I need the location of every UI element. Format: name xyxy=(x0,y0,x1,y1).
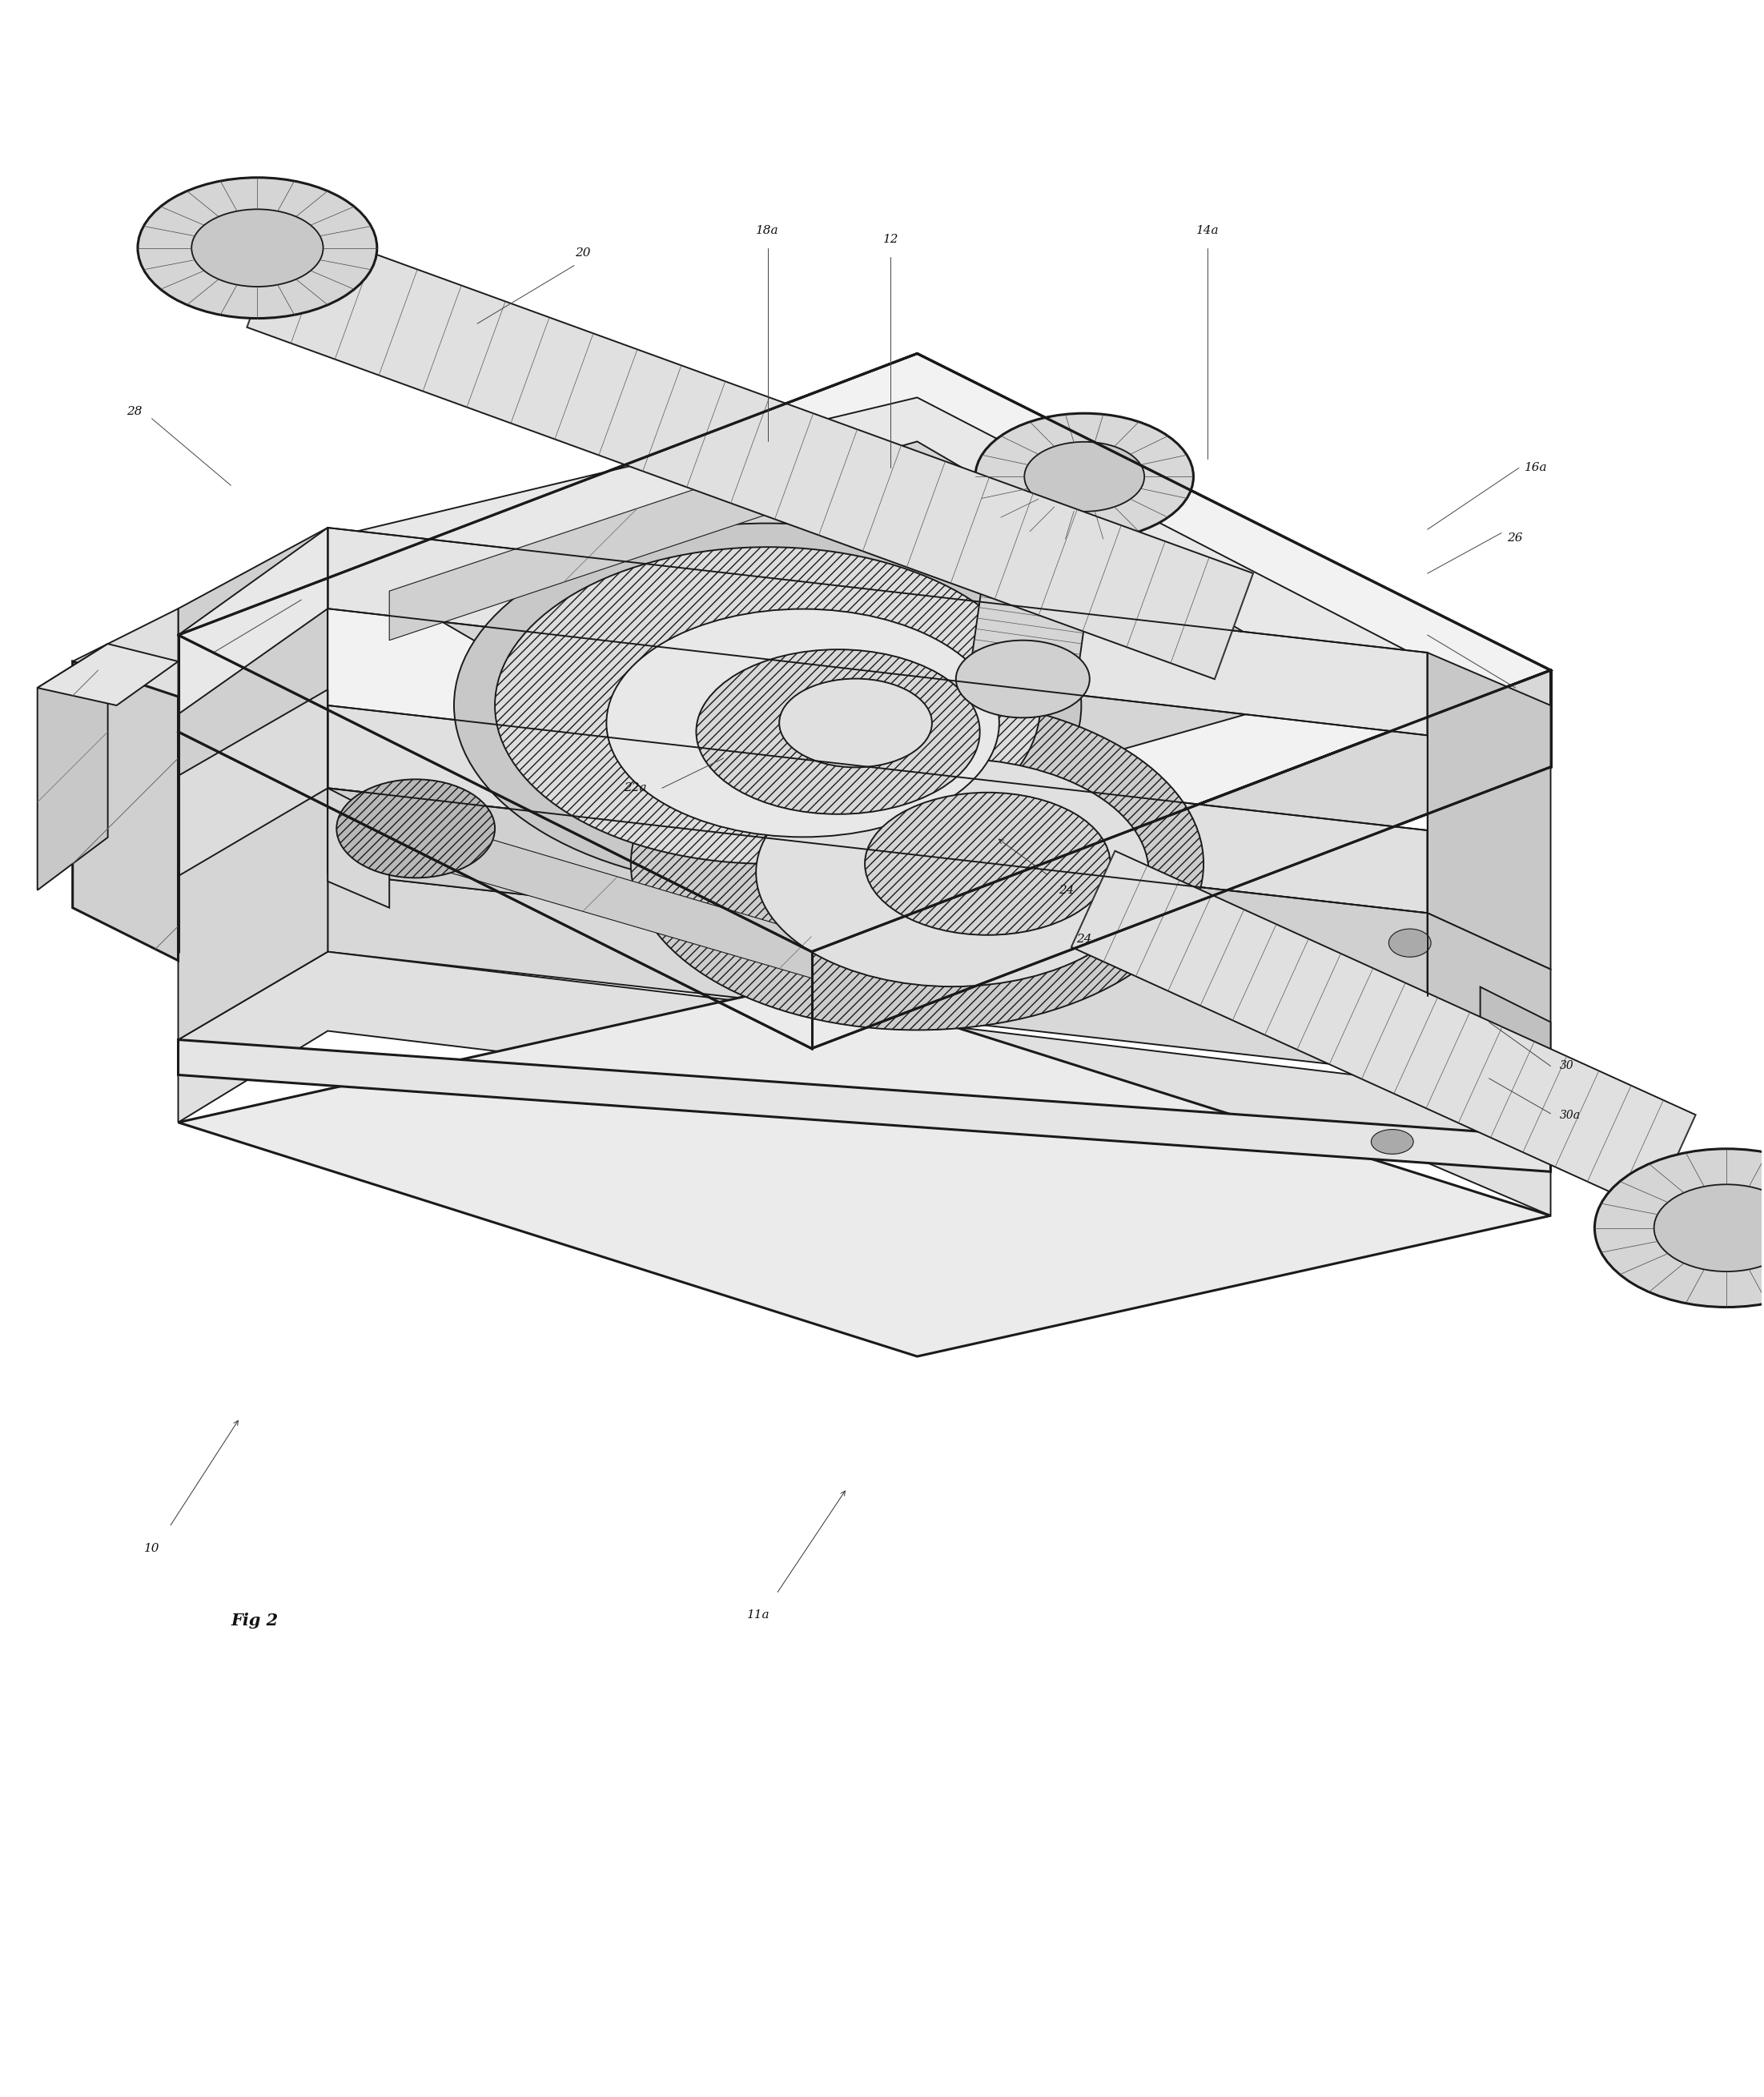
Ellipse shape xyxy=(975,413,1194,541)
Polygon shape xyxy=(328,398,1427,803)
Ellipse shape xyxy=(192,210,323,287)
Text: Fig 2: Fig 2 xyxy=(231,1613,279,1629)
Polygon shape xyxy=(178,528,328,872)
Text: 12: 12 xyxy=(884,233,898,245)
Ellipse shape xyxy=(956,640,1090,717)
Polygon shape xyxy=(178,354,1551,952)
Polygon shape xyxy=(390,809,811,977)
Polygon shape xyxy=(328,705,1427,912)
Ellipse shape xyxy=(780,679,931,768)
Text: 18a: 18a xyxy=(757,224,780,237)
Polygon shape xyxy=(178,981,1551,1357)
Polygon shape xyxy=(1427,912,1551,1065)
Polygon shape xyxy=(247,222,1252,679)
Polygon shape xyxy=(390,451,811,640)
Ellipse shape xyxy=(970,487,1117,572)
Polygon shape xyxy=(37,644,108,889)
Text: 16a: 16a xyxy=(1524,461,1547,474)
Text: 26: 26 xyxy=(1506,533,1522,543)
Ellipse shape xyxy=(1371,1130,1413,1153)
Polygon shape xyxy=(328,872,1427,1076)
Text: 20: 20 xyxy=(575,247,591,258)
Ellipse shape xyxy=(632,698,1203,1030)
Polygon shape xyxy=(811,671,1551,1048)
Ellipse shape xyxy=(1595,1149,1764,1306)
Polygon shape xyxy=(328,788,390,908)
Ellipse shape xyxy=(1655,1185,1764,1271)
Ellipse shape xyxy=(337,780,496,879)
Polygon shape xyxy=(178,788,328,1040)
Polygon shape xyxy=(1427,652,1551,969)
Text: 10: 10 xyxy=(145,1543,159,1554)
Ellipse shape xyxy=(1025,442,1145,512)
Ellipse shape xyxy=(138,178,377,319)
Ellipse shape xyxy=(864,793,1110,935)
Text: 30: 30 xyxy=(1559,1061,1573,1072)
Polygon shape xyxy=(328,788,1427,996)
Polygon shape xyxy=(72,661,178,960)
Polygon shape xyxy=(390,442,1339,837)
Polygon shape xyxy=(37,644,178,705)
Ellipse shape xyxy=(496,547,1041,864)
Text: 14a: 14a xyxy=(1196,224,1219,237)
Ellipse shape xyxy=(607,608,998,837)
Polygon shape xyxy=(1427,996,1551,1137)
Text: 22a: 22a xyxy=(624,782,647,793)
Polygon shape xyxy=(178,690,328,877)
Polygon shape xyxy=(178,952,1551,1216)
Ellipse shape xyxy=(453,524,1081,887)
Ellipse shape xyxy=(697,650,979,814)
Polygon shape xyxy=(178,635,328,805)
Text: 24: 24 xyxy=(1058,885,1074,895)
Polygon shape xyxy=(328,528,1427,736)
Text: 24: 24 xyxy=(1076,933,1092,946)
Polygon shape xyxy=(1480,988,1551,1065)
Text: 28: 28 xyxy=(127,407,141,417)
Polygon shape xyxy=(178,635,811,1048)
Ellipse shape xyxy=(1388,929,1431,956)
Polygon shape xyxy=(970,522,1097,686)
Ellipse shape xyxy=(757,759,1148,986)
Polygon shape xyxy=(72,608,178,749)
Text: 11a: 11a xyxy=(748,1608,771,1621)
Polygon shape xyxy=(178,1040,1551,1172)
Polygon shape xyxy=(178,528,328,715)
Text: 30a: 30a xyxy=(1559,1109,1581,1122)
Polygon shape xyxy=(1071,851,1695,1210)
